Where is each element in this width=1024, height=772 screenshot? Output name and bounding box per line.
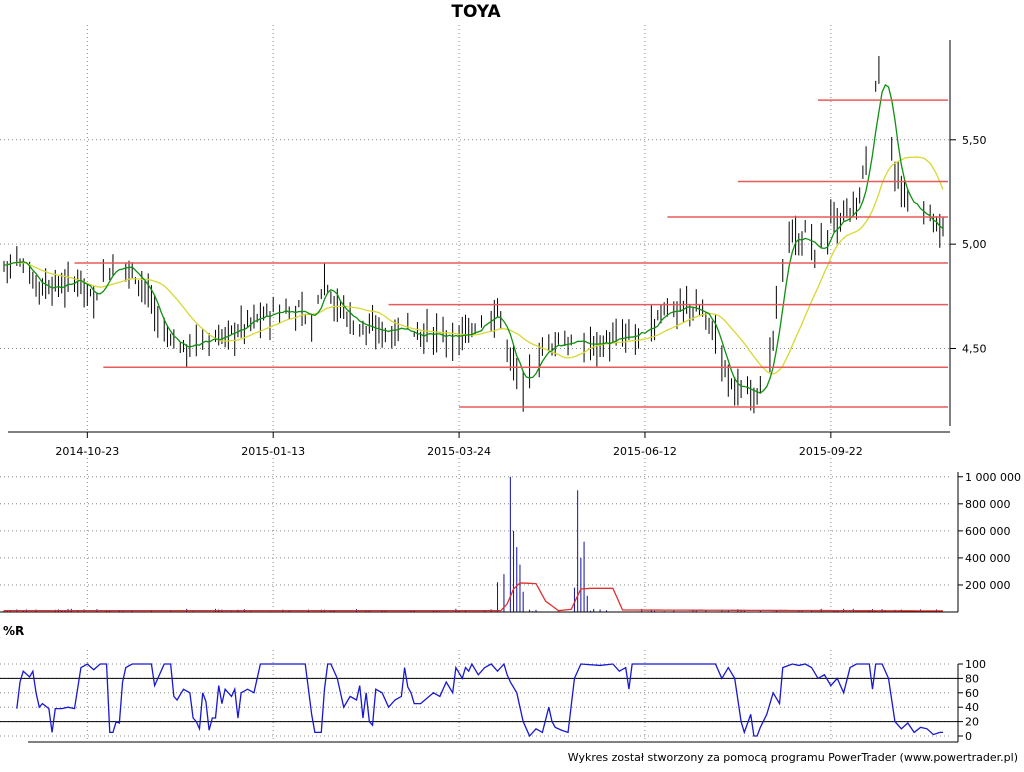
volume-y-tick-label: 800 000	[965, 498, 1011, 511]
wr-y-tick-label: 80	[965, 672, 979, 685]
price-y-tick-label: 5,00	[962, 238, 987, 251]
volume-y-tick-label: 200 000	[965, 579, 1011, 592]
chart-title: TOYA	[451, 2, 501, 22]
wr-y-tick-label: 100	[965, 658, 986, 671]
powertrader-credit: Wykres został stworzony za pomocą progra…	[567, 751, 1018, 764]
volume-panel	[3, 476, 944, 612]
williams-r-label: %R	[3, 624, 25, 638]
wr-y-tick-label: 20	[965, 716, 979, 729]
price-x-tick-label: 2015-01-13	[241, 445, 305, 458]
volume-average-line	[4, 582, 944, 612]
price-x-tick-label: 2015-03-24	[427, 445, 491, 458]
volume-y-tick-label: 1 000 000	[965, 471, 1021, 484]
sma-slow-line	[3, 156, 944, 375]
williams-r-panel	[0, 662, 958, 738]
wr-y-tick-label: 0	[965, 730, 972, 743]
volume-y-tick-label: 400 000	[965, 552, 1011, 565]
price-panel	[3, 56, 948, 414]
price-x-tick-label: 2015-09-22	[799, 445, 863, 458]
axes-layer: 4,50 5,00 5,50 2014-10-23 2015-01-13 2015-03-…	[0, 40, 1021, 743]
sma-fast-line	[3, 83, 944, 394]
price-y-tick-label: 5,50	[962, 134, 987, 147]
grid-layer	[0, 25, 950, 740]
price-y-tick-label: 4,50	[962, 343, 987, 356]
volume-y-tick-label: 600 000	[965, 525, 1011, 538]
price-x-tick-label: 2015-06-12	[613, 445, 677, 458]
price-x-tick-label: 2014-10-23	[55, 445, 119, 458]
wr-y-tick-label: 40	[965, 701, 979, 714]
williams-r-line	[16, 662, 943, 738]
wr-y-tick-label: 60	[965, 687, 979, 700]
